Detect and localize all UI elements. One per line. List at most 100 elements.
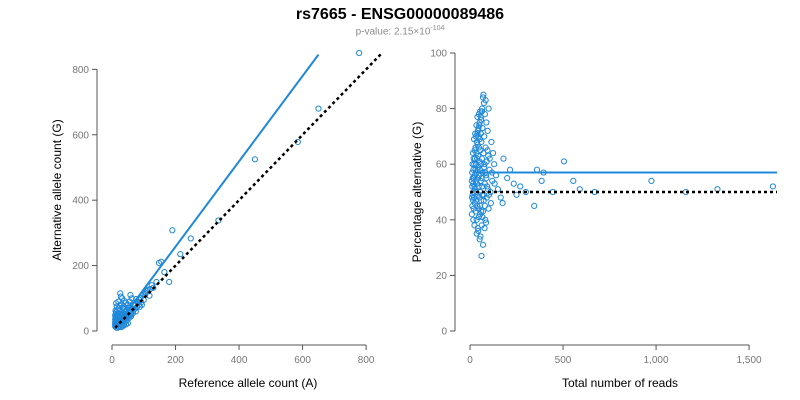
data-point bbox=[476, 119, 483, 126]
data-point bbox=[112, 316, 119, 323]
data-point bbox=[769, 183, 777, 190]
x-tick-label: 0 bbox=[467, 355, 473, 366]
data-point bbox=[476, 122, 483, 129]
data-point bbox=[112, 312, 119, 319]
data-point bbox=[251, 156, 259, 163]
data-point bbox=[187, 235, 194, 242]
data-point bbox=[470, 136, 478, 143]
reference-line bbox=[114, 52, 383, 329]
data-point bbox=[485, 105, 492, 112]
data-point bbox=[517, 183, 524, 190]
data-point bbox=[477, 113, 484, 121]
y-tick-label: 40 bbox=[436, 215, 448, 226]
y-tick-label: 100 bbox=[430, 49, 447, 60]
data-point bbox=[166, 278, 173, 286]
data-point bbox=[499, 200, 506, 207]
y-axis-title: Alternative allele count (G) bbox=[50, 119, 64, 260]
data-point bbox=[481, 225, 488, 232]
data-point bbox=[155, 259, 163, 267]
data-point bbox=[473, 230, 480, 237]
data-point bbox=[471, 222, 478, 229]
chart-title: rs7665 - ENSG00000089486 bbox=[295, 6, 505, 23]
data-point bbox=[469, 202, 476, 209]
data-point bbox=[133, 295, 140, 303]
data-point bbox=[138, 301, 145, 308]
x-tick-label: 1,500 bbox=[737, 355, 762, 366]
data-point bbox=[504, 175, 511, 182]
y-tick-label: 60 bbox=[436, 160, 448, 171]
data-point bbox=[482, 219, 490, 226]
data-point bbox=[479, 241, 487, 248]
x-tick-label: 0 bbox=[109, 355, 115, 366]
data-point bbox=[112, 307, 119, 314]
data-point bbox=[480, 197, 487, 204]
fit-line bbox=[114, 54, 320, 329]
x-tick-label: 600 bbox=[294, 355, 311, 366]
data-point bbox=[486, 155, 493, 162]
data-point bbox=[560, 158, 568, 165]
data-point bbox=[469, 169, 476, 176]
data-point bbox=[487, 200, 494, 207]
data-point bbox=[124, 320, 131, 327]
data-point bbox=[161, 269, 168, 276]
data-point bbox=[475, 213, 483, 221]
data-point bbox=[468, 211, 475, 218]
y-tick-label: 400 bbox=[72, 196, 89, 207]
data-point bbox=[480, 91, 487, 98]
data-point bbox=[127, 291, 134, 299]
data-point bbox=[491, 161, 498, 168]
data-point bbox=[484, 127, 491, 134]
data-point bbox=[483, 119, 490, 126]
y-tick-label: 80 bbox=[436, 104, 448, 115]
data-point bbox=[144, 286, 151, 293]
data-point bbox=[531, 202, 538, 209]
data-point bbox=[117, 293, 124, 300]
data-point bbox=[513, 191, 520, 198]
data-point bbox=[570, 177, 577, 184]
y-tick-label: 200 bbox=[72, 261, 89, 272]
data-point bbox=[474, 225, 481, 232]
x-tick-label: 500 bbox=[555, 355, 572, 366]
data-point bbox=[522, 188, 529, 196]
data-point bbox=[479, 183, 486, 190]
data-point bbox=[474, 113, 481, 121]
data-point bbox=[510, 180, 517, 187]
data-point bbox=[153, 278, 160, 286]
data-point bbox=[475, 124, 482, 132]
data-point bbox=[481, 202, 488, 209]
data-point bbox=[483, 175, 490, 182]
data-point bbox=[478, 208, 485, 215]
p-value-label: p-value: 2.15×10 bbox=[355, 26, 431, 38]
x-tick-label: 200 bbox=[167, 355, 184, 366]
data-point bbox=[494, 186, 502, 193]
data-point bbox=[469, 161, 476, 168]
data-point bbox=[169, 227, 176, 234]
x-axis-title: Total number of reads bbox=[562, 376, 678, 390]
data-point bbox=[648, 177, 655, 184]
y-tick-label: 0 bbox=[83, 327, 89, 338]
x-tick-label: 1,000 bbox=[644, 355, 669, 366]
data-point bbox=[482, 97, 489, 104]
y-tick-label: 800 bbox=[72, 65, 89, 76]
data-point bbox=[476, 236, 483, 243]
data-point bbox=[468, 177, 475, 184]
data-point bbox=[128, 295, 135, 302]
data-point bbox=[491, 180, 498, 187]
p-value-exponent: -104 bbox=[430, 25, 445, 32]
data-point bbox=[479, 213, 486, 221]
data-point bbox=[356, 49, 363, 57]
data-point bbox=[470, 216, 477, 223]
data-point bbox=[474, 130, 481, 137]
data-point bbox=[484, 147, 491, 154]
data-point bbox=[136, 303, 144, 310]
data-point bbox=[484, 186, 491, 193]
chart-subtitle: p-value: 2.15×10-104 bbox=[0, 25, 800, 37]
data-point bbox=[500, 155, 507, 162]
allele-count-panel: 0 200 400 600 800 0 200 400 600 800 Reference alle… bbox=[50, 49, 383, 390]
y-tick-label: 20 bbox=[436, 271, 448, 282]
data-point bbox=[469, 149, 477, 157]
y-tick-label: 0 bbox=[441, 327, 447, 338]
data-point bbox=[468, 194, 476, 201]
data-point bbox=[497, 194, 504, 201]
data-point bbox=[177, 251, 184, 258]
